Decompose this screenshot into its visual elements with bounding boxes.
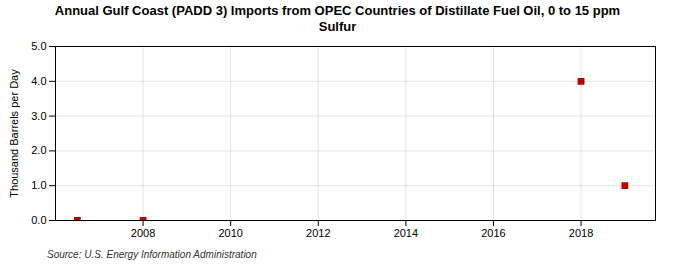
svg-text:5.0: 5.0 (31, 40, 46, 52)
svg-text:1.0: 1.0 (31, 179, 46, 191)
svg-text:2012: 2012 (306, 227, 330, 239)
svg-text:2016: 2016 (481, 227, 505, 239)
svg-text:2.0: 2.0 (31, 145, 46, 157)
svg-text:2018: 2018 (569, 227, 593, 239)
svg-text:4.0: 4.0 (31, 75, 46, 87)
svg-text:0.0: 0.0 (31, 214, 46, 226)
html-text:Source: U.S. Energy Informatio: Source: U.S. Energy Information Administ… (47, 249, 257, 261)
svg-text:2008: 2008 (131, 227, 155, 239)
html-text:Annual Gulf Coast (PADD 3) Imp: Annual Gulf Coast (PADD 3) Imports from … (54, 3, 621, 34)
svg-text:2014: 2014 (394, 227, 418, 239)
svg-text:Thousand Barrels per Day: Thousand Barrels per Day (8, 69, 20, 198)
svg-text:2010: 2010 (218, 227, 242, 239)
svg-text:3.0: 3.0 (31, 110, 46, 122)
